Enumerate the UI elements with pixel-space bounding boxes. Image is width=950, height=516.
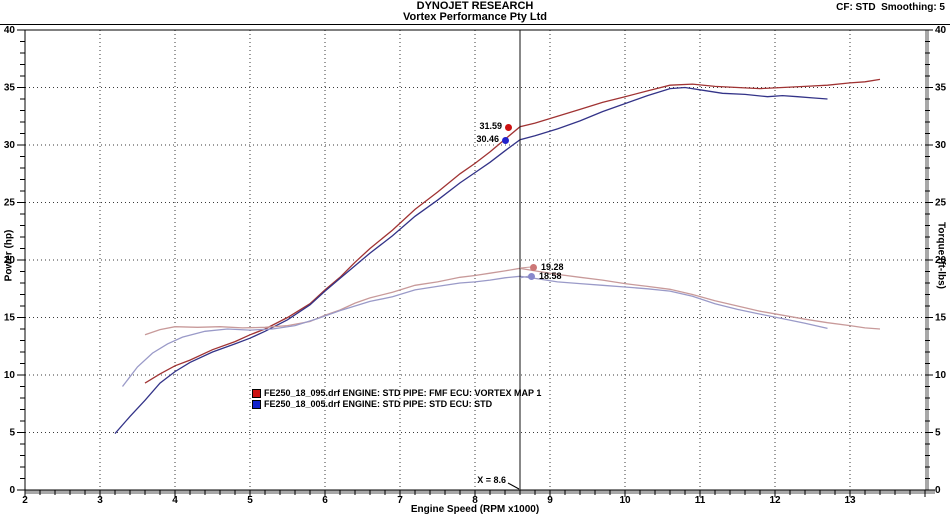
svg-text:8: 8 (472, 495, 478, 506)
svg-text:9: 9 (547, 495, 553, 506)
power-marker-std-icon (502, 137, 509, 144)
svg-text:20: 20 (935, 255, 947, 266)
svg-text:11: 11 (695, 495, 706, 506)
svg-text:25: 25 (935, 198, 947, 209)
legend-item-std: FE250_18_005.drf ENGINE: STD PIPE: STD E… (252, 399, 541, 409)
svg-text:10: 10 (935, 370, 947, 381)
curve-power_vortex (144, 78, 881, 384)
power-value-vortex: 31.59 (479, 121, 502, 131)
svg-text:7: 7 (397, 495, 403, 506)
svg-text:13: 13 (844, 495, 856, 506)
svg-text:10: 10 (4, 370, 16, 381)
legend: FE250_18_095.drf ENGINE: STD PIPE: FMF E… (252, 388, 541, 410)
svg-text:0: 0 (9, 485, 15, 496)
chart-header: DYNOJET RESEARCH Vortex Performance Pty … (0, 1, 950, 23)
power-marker-vortex-icon (505, 124, 512, 131)
curve-torque_std (121, 275, 828, 387)
legend-item-vortex: FE250_18_095.drf ENGINE: STD PIPE: FMF E… (252, 388, 541, 398)
legend-swatch-blue (252, 399, 261, 409)
svg-text:3: 3 (97, 495, 103, 506)
curve-power_std (114, 86, 828, 435)
header-separator (0, 24, 950, 25)
svg-text:0: 0 (935, 485, 941, 496)
correction-smoothing-info: CF: STD Smoothing: 5 (836, 2, 945, 13)
svg-text:35: 35 (4, 83, 16, 94)
right-axis-title: Torque (ft-lbs) (935, 221, 947, 290)
curve-torque_vortex (144, 267, 881, 336)
torque-marker-vortex-icon (530, 264, 537, 271)
svg-text:5: 5 (935, 428, 941, 439)
legend-label-vortex: FE250_18_095.drf ENGINE: STD PIPE: FMF E… (264, 388, 542, 398)
cursor-x-label: X = 8.6 (477, 475, 506, 485)
svg-text:6: 6 (322, 495, 328, 506)
torque-marker-std-icon (528, 273, 535, 280)
svg-text:25: 25 (4, 198, 16, 209)
torque-value-std: 18.58 (539, 271, 562, 281)
legend-label-std: FE250_18_005.drf ENGINE: STD PIPE: STD E… (264, 399, 493, 409)
svg-text:10: 10 (619, 495, 631, 506)
left-axis-title: Power (hp) (3, 229, 15, 282)
svg-text:40: 40 (4, 25, 16, 36)
svg-text:4: 4 (172, 495, 178, 506)
svg-text:15: 15 (935, 313, 947, 324)
legend-swatch-red (252, 388, 261, 398)
svg-text:5: 5 (247, 495, 253, 506)
svg-text:2: 2 (22, 495, 28, 506)
svg-text:20: 20 (4, 255, 16, 266)
svg-text:30: 30 (4, 140, 16, 151)
chart-title: DYNOJET RESEARCH (416, 0, 534, 12)
chart-subtitle: Vortex Performance Pty Ltd (402, 11, 548, 23)
bottom-axis-band (25, 490, 935, 494)
right-axis-band (925, 30, 929, 494)
x-axis-title: Engine Speed (RPM x1000) (410, 504, 540, 515)
svg-text:40: 40 (935, 25, 947, 36)
svg-text:15: 15 (4, 313, 16, 324)
power-value-std: 30.46 (476, 134, 499, 144)
svg-text:30: 30 (935, 140, 947, 151)
svg-text:35: 35 (935, 83, 947, 94)
torque-value-vortex: 19.28 (541, 262, 564, 272)
svg-text:12: 12 (769, 495, 781, 506)
svg-text:5: 5 (9, 428, 15, 439)
